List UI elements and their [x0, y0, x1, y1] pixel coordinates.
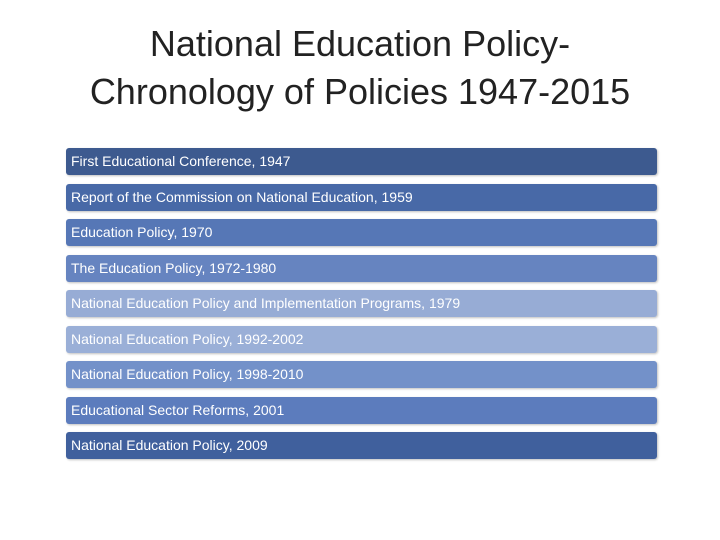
policy-item: National Education Policy, 2009 [66, 432, 657, 459]
policy-item: Education Policy, 1970 [66, 219, 657, 246]
title-line: National Education Policy- [149, 23, 571, 64]
policy-item: National Education Policy, 1998-2010 [66, 361, 657, 388]
policy-list: First Educational Conference, 1947 Report… [66, 148, 657, 468]
policy-item: Educational Sector Reforms, 2001 [66, 396, 657, 424]
title-line: Chronology of Policies 1947-2015 [89, 71, 631, 112]
policy-item: First Educational Conference, 1947 [66, 148, 657, 175]
policy-item: National Education Policy, 1992-2002 [66, 325, 657, 353]
policy-item: Report of the Commission on National Edu… [66, 183, 657, 211]
policy-item: National Education Policy and Implementa… [66, 290, 657, 317]
slide-title: National Education Policy- Chronology of… [0, 20, 720, 116]
policy-item: The Education Policy, 1972-1980 [66, 254, 657, 282]
